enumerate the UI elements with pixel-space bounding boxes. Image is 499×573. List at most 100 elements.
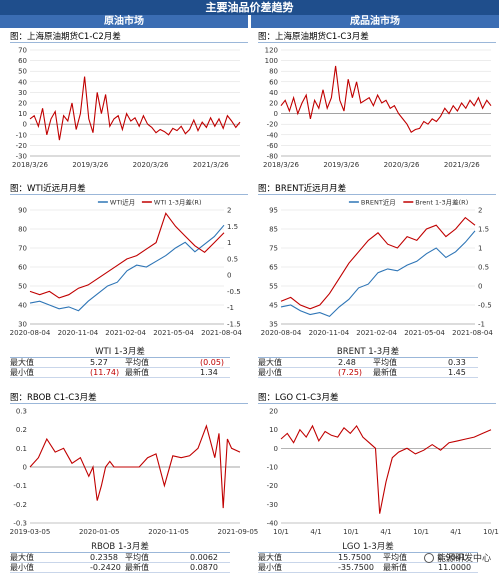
stats-label: 最新值 [125,563,149,572]
y-tick-label: 30 [18,89,27,97]
y-tick-label: 30 [18,321,27,329]
chart-title-lgo: 图：LGO C1-C3月差 [258,392,496,404]
y-tick-label: 60 [18,57,27,65]
x-tick-label: 2018/3/26 [12,161,48,169]
wechat-icon [423,552,434,563]
y2-tick-label: 2 [478,207,482,215]
x-tick-label: 4/1 [450,528,461,536]
stats-row: 最大值 0.2358 平均值 0.0062 [10,553,230,563]
y2-tick-label: 1.5 [227,223,238,231]
y-tick-label: 65 [269,264,278,272]
stats-value: 11.0000 [438,563,472,572]
chart-title-sc-c1c2: 图：上海原油期货C1-C2月差 [10,31,248,43]
section-crude: 原油市场 [0,15,248,28]
chart-lgo: -40 -30 -20 -10 0 10 20 10/1 4/1 10/1 4/1 10/1 4/1 10… [267,408,499,537]
x-tick-label: 2020-11-04 [58,329,99,337]
y-tick-label: 20 [18,100,27,108]
y-tick-label: 10 [269,426,278,434]
y2-tick-label: 0.5 [227,255,238,263]
chart-rbob: -0.3 -0.2 -0.1 0 0.1 0.2 0.3 2019-03-05 2020-01-… [10,408,259,537]
stats-label: 最小值 [258,368,282,377]
stats-value: 1.45 [448,368,466,377]
legend-label: WTI 1-3月差(R) [154,198,202,207]
y-tick-label: 0 [274,110,278,118]
y2-tick-label: -1 [478,321,485,329]
series-line [280,230,476,318]
y2-tick-label: 0 [478,283,482,291]
x-tick-label: 2021-09-05 [218,528,259,536]
y-tick-label: 20 [269,100,278,108]
x-tick-label: 2020-11-04 [309,329,350,337]
x-tick-label: 10/1 [413,528,429,536]
y-tick-label: -20 [16,142,27,150]
chart-brent: 35 45 55 65 75 85 95 -1 -0.5 0 0.5 1 1.5 2 2020-08-04 2… [261,198,494,338]
x-tick-label: 2019-03-05 [10,528,51,536]
x-tick-label: 2020/3/26 [133,161,169,169]
y2-tick-label: -1.5 [227,321,241,329]
stats-value: 0.2358 [90,553,118,562]
chart-title-sc-c1c3: 图：上海原油期货C1-C3月差 [258,31,496,43]
stats-value: 1.34 [200,368,218,377]
y2-tick-label: 1 [478,245,482,253]
x-tick-label: 2021-02-04 [105,329,146,337]
y-tick-label: 100 [265,57,278,65]
y-tick-label: -60 [267,142,278,150]
y-tick-label: -0.2 [13,501,27,509]
x-tick-label: 4/1 [380,528,391,536]
series-line [29,76,241,141]
stats-value: -0.2420 [90,563,121,572]
x-tick-label: 2020-01-05 [79,528,120,536]
y-tick-label: 40 [18,302,27,310]
stats-value: 0.0870 [190,563,218,572]
stats-value: 0.0062 [190,553,218,562]
stats-rbob: RBOB 1-3月差 最大值 0.2358 平均值 0.0062 最小值 -0.2420… [10,542,230,573]
stats-title: RBOB 1-3月差 [10,542,230,553]
stats-value: -35.7500 [338,563,374,572]
series-line [29,224,225,312]
y-tick-label: -40 [267,520,278,528]
chart-sc-c1c2: -30 -20 -10 0 10 20 30 40 50 60 70 2018/3/26 2019/3/… [12,47,241,169]
stats-value: 15.7500 [338,553,372,562]
y-tick-label: 50 [18,283,27,291]
x-tick-label: 2020-11-05 [148,528,189,536]
y-tick-label: -0.3 [13,520,27,528]
x-tick-label: 2021-08-04 [452,329,493,337]
x-tick-label: 2021-02-04 [356,329,397,337]
y-tick-label: 0 [23,121,27,129]
y-tick-label: -20 [267,482,278,490]
y-tick-label: 50 [18,68,27,76]
y-tick-label: -30 [16,153,27,161]
stats-label: 最小值 [10,368,34,377]
stats-value: 5.27 [90,358,108,367]
stats-wti: WTI 1-3月差 最大值 5.27 平均值 (0.05) 最小值 (11.74) 最新值… [10,347,230,378]
chart-wti: 30 40 50 60 70 80 90 -1.5 -1 -0.5 0 0.5 1 1.5 2 2020-08… [10,198,243,338]
stats-value: 0.33 [448,358,466,367]
y-tick-label: 80 [269,68,278,76]
stats-brent: BRENT 1-3月差 最大值 2.48 平均值 0.33 最小值 (7.25) 最新值 1… [258,347,478,378]
stats-title: WTI 1-3月差 [10,347,230,358]
series-line [29,212,225,299]
y-tick-label: -40 [267,131,278,139]
chart-title-wti: 图：WTI近远月月差 [10,183,248,195]
y2-tick-label: 2 [227,207,231,215]
stats-label: 平均值 [383,553,407,562]
stats-value: 2.48 [338,358,356,367]
stats-label: 最小值 [10,563,34,572]
stats-value: 0.9041 [438,553,466,562]
x-tick-label: 10/1 [343,528,359,536]
stats-label: 最大值 [258,358,282,367]
stats-row: 最大值 15.7500 平均值 0.9041 [258,553,478,563]
legend-label: WTI近月 [110,198,135,207]
stats-label: 最小值 [258,563,282,572]
y-tick-label: 0 [274,445,278,453]
y-tick-label: -20 [267,121,278,129]
y-tick-label: 80 [18,226,27,234]
section-products: 成品油市场 [251,15,499,28]
y2-tick-label: 1 [227,239,231,247]
stats-row: 最小值 -35.7500 最新值 11.0000 [258,563,478,573]
stats-title: BRENT 1-3月差 [258,347,478,358]
series-line [280,424,492,514]
y-tick-label: 20 [269,408,278,416]
stats-label: 最新值 [383,563,407,572]
